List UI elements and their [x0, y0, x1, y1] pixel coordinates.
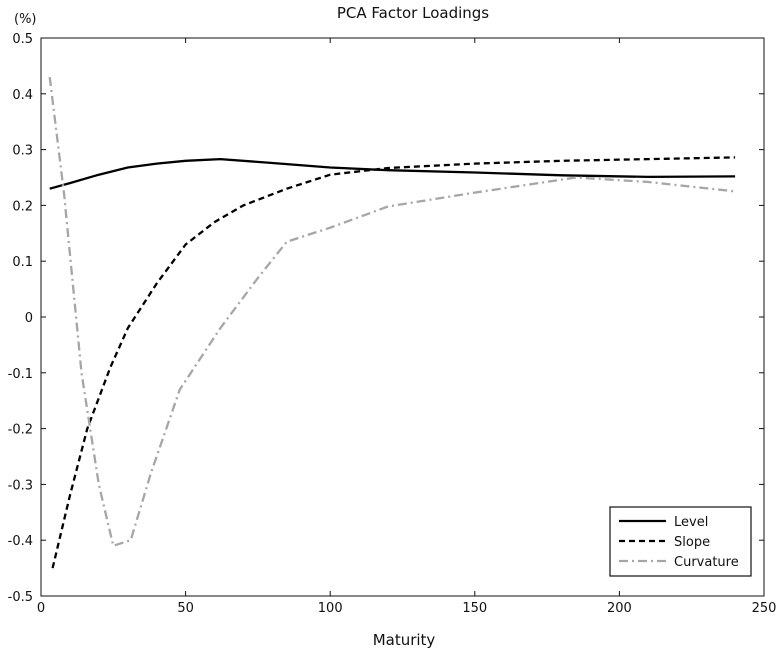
x-tick-label: 200: [607, 601, 632, 616]
x-tick-label: 250: [752, 601, 777, 616]
y-tick-label: 0.3: [12, 144, 33, 159]
x-tick-label: 150: [462, 601, 487, 616]
x-tick-label: 100: [318, 601, 343, 616]
y-tick-label: 0: [25, 311, 33, 326]
y-tick-label: -0.4: [8, 534, 33, 549]
y-tick-label: 0.1: [12, 255, 33, 270]
y-tick-label: 0.4: [12, 88, 33, 103]
x-tick-label: 50: [177, 601, 194, 616]
y-axis-unit-label: (%): [14, 12, 37, 27]
legend-label-curvature: Curvature: [674, 555, 739, 570]
x-axis-label: Maturity: [373, 631, 436, 649]
chart-title: PCA Factor Loadings: [337, 4, 489, 22]
y-tick-label: -0.5: [8, 590, 33, 605]
legend: Level Slope Curvature: [610, 507, 751, 576]
y-tick-label: -0.3: [8, 478, 33, 493]
legend-label-level: Level: [674, 515, 708, 530]
series-line-curvature: [50, 77, 735, 546]
y-tick-label: -0.2: [8, 423, 33, 438]
y-tick-label: 0.5: [12, 32, 33, 47]
series-lines: [50, 77, 735, 568]
x-tick-label: 0: [37, 601, 45, 616]
series-line-level: [50, 159, 735, 189]
legend-label-slope: Slope: [674, 535, 710, 550]
y-tick-label: -0.1: [8, 367, 33, 382]
y-tick-label: 0.2: [12, 199, 33, 214]
